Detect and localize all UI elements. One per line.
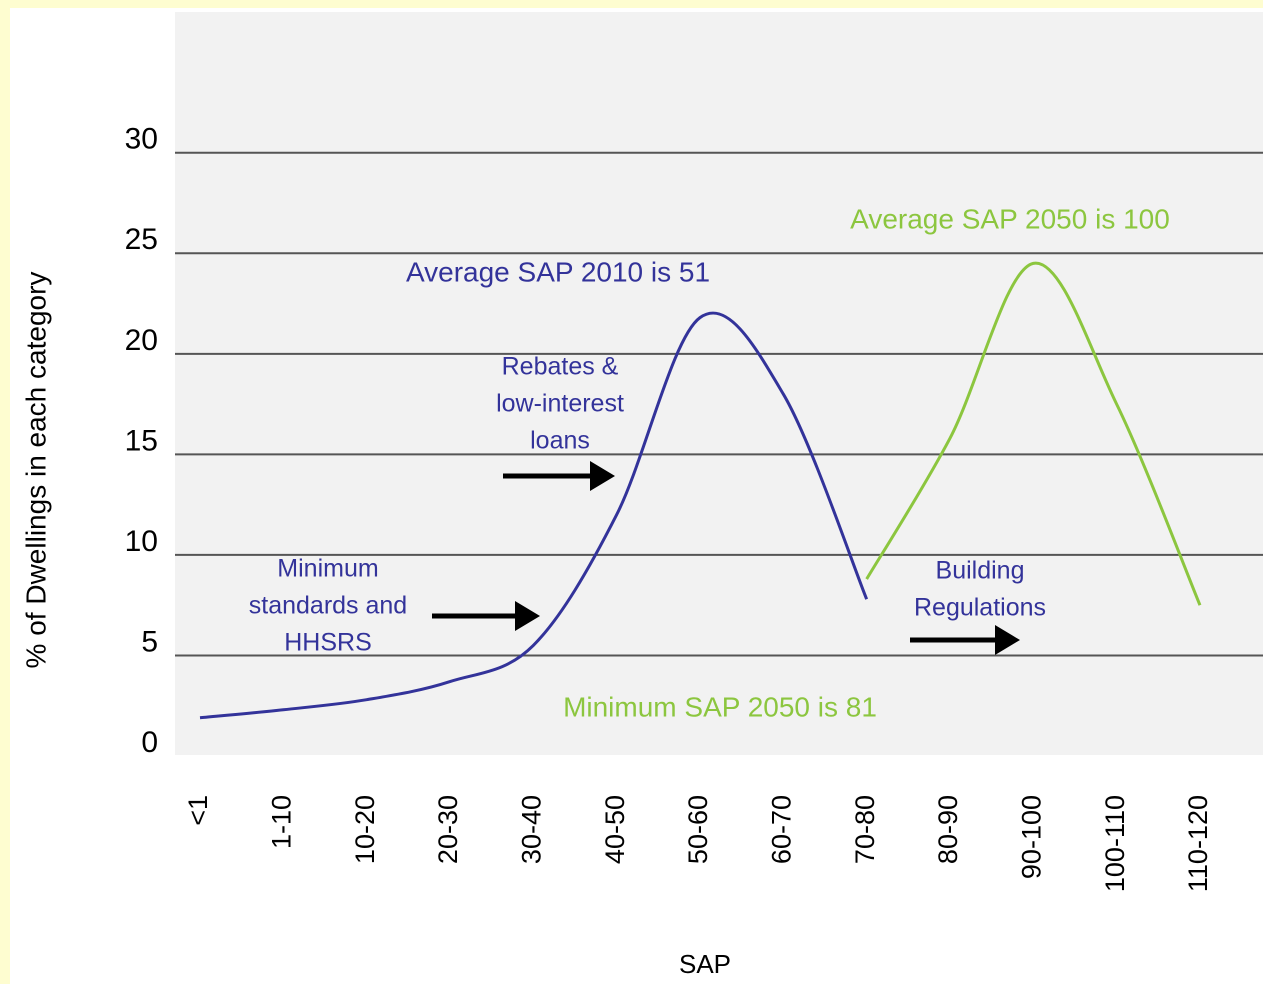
x-tick-label: 60-70 (766, 795, 796, 864)
y-tick-label: 30 (125, 123, 158, 156)
y-tick-label: 0 (141, 726, 158, 759)
plot-area (175, 12, 1263, 755)
annotation: Building (936, 557, 1025, 585)
series-line (199, 311, 869, 720)
annotation: low-interest (496, 390, 624, 418)
x-tick-label: 10-20 (350, 795, 380, 864)
annotation: Rebates & (502, 353, 619, 381)
annotation: Average SAP 2010 is 51 (406, 256, 710, 287)
y-tick-label: 20 (125, 324, 158, 357)
x-tick-label: 80-90 (933, 795, 963, 864)
x-tick-label: 70-80 (850, 795, 880, 864)
annotation: HHSRS (284, 629, 372, 657)
annotation: Minimum SAP 2050 is 81 (563, 691, 877, 722)
x-tick-label: 100-110 (1100, 795, 1130, 892)
annotation: Regulations (914, 594, 1046, 622)
x-tick-label: 40-50 (600, 795, 630, 864)
y-tick-label: 25 (125, 223, 158, 256)
x-tick-label: 110-120 (1183, 795, 1213, 892)
y-tick-label: 10 (125, 525, 158, 558)
x-tick-label: 1-10 (266, 795, 296, 849)
x-tick-label: 90-100 (1016, 795, 1046, 879)
annotation: Minimum (277, 555, 378, 583)
y-tick-label: 5 (141, 625, 158, 658)
y-tick-label: 15 (125, 424, 158, 457)
x-tick-label: <1 (183, 795, 213, 826)
annotation: loans (530, 427, 590, 455)
x-tick-label: 50-60 (683, 795, 713, 864)
y-axis-label: % of Dwellings in each category (20, 272, 51, 669)
x-tick-label: 20-30 (433, 795, 463, 864)
annotation: standards and (249, 592, 407, 620)
series-line (865, 261, 1202, 606)
annotation: Average SAP 2050 is 100 (850, 203, 1170, 234)
x-axis-label: SAP (679, 949, 731, 979)
x-tick-label: 30-40 (516, 795, 546, 864)
